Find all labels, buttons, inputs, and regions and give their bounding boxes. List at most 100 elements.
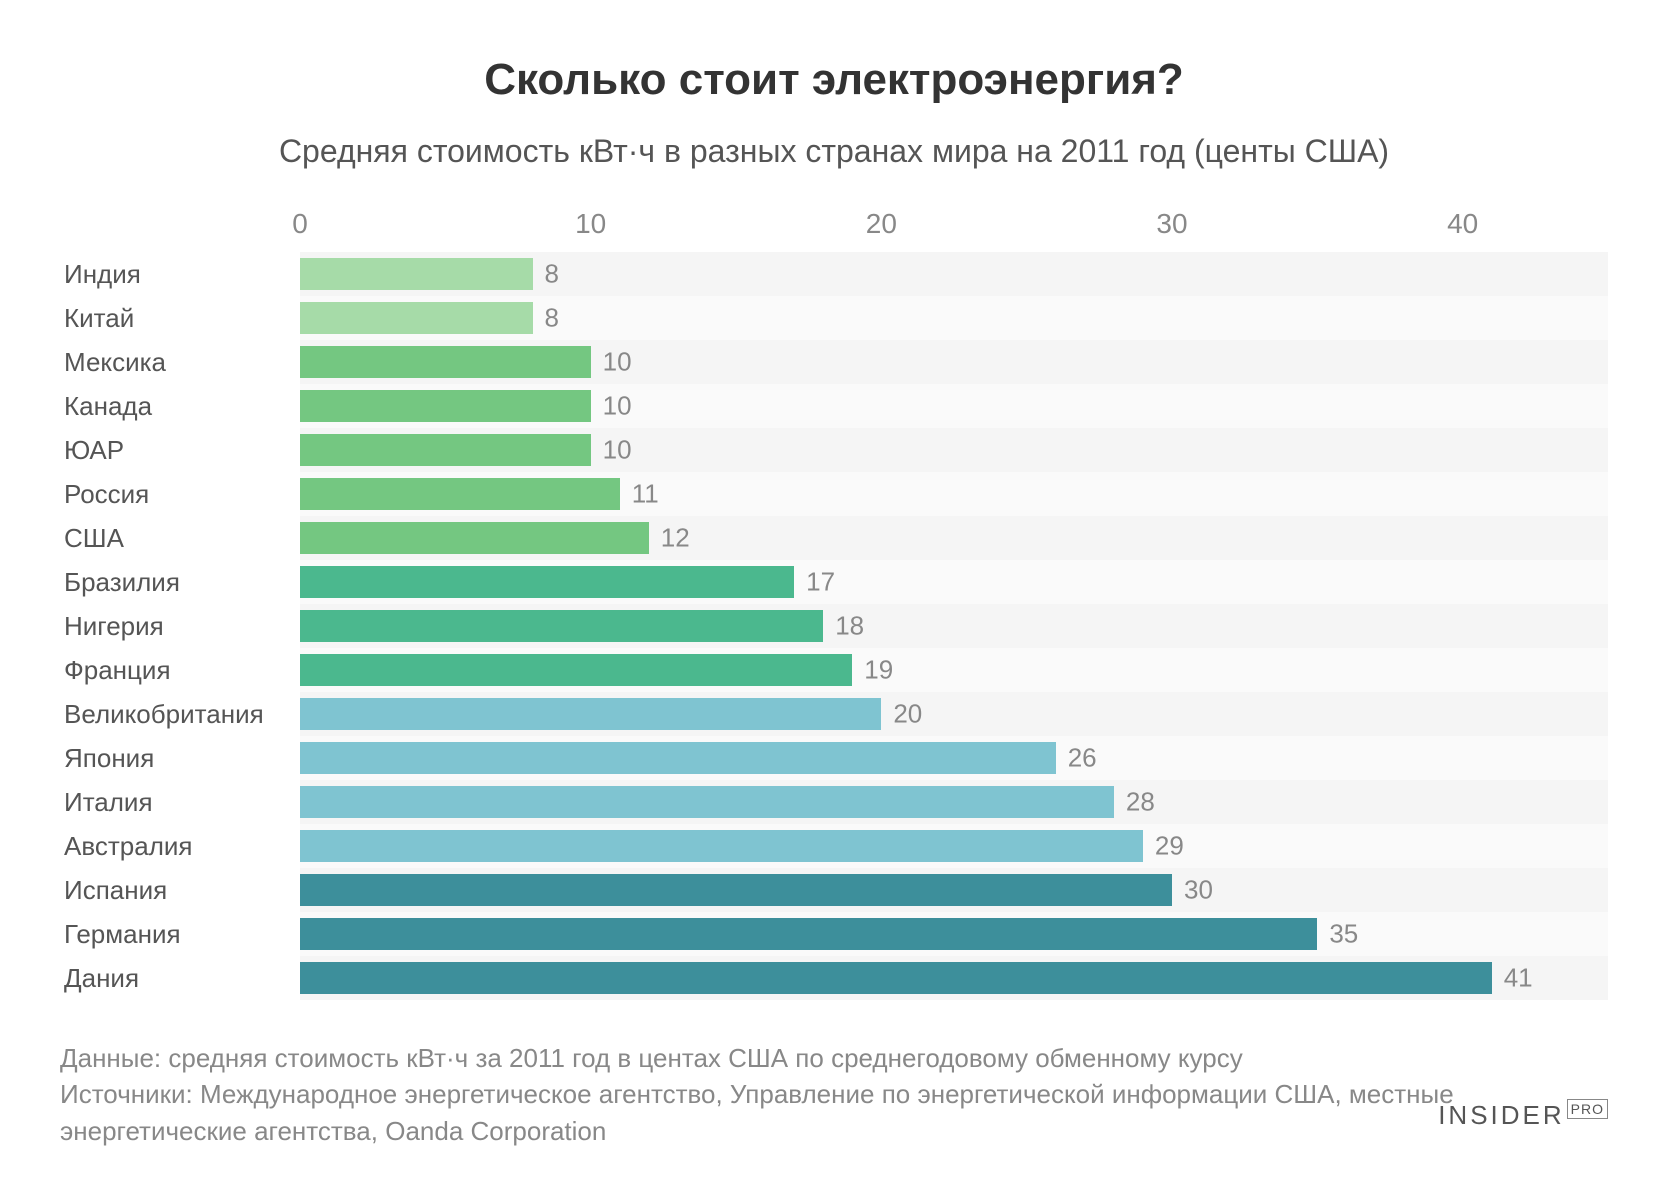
bar-value: 19	[864, 655, 893, 686]
x-axis-tick: 20	[866, 208, 897, 240]
bar-value: 29	[1155, 831, 1184, 862]
logo-suffix: PRO	[1567, 1099, 1608, 1119]
bar-label: ЮАР	[60, 435, 300, 466]
bar-label: Россия	[60, 479, 300, 510]
bar-fill: 28	[300, 786, 1114, 818]
bar-fill: 30	[300, 874, 1172, 906]
bar-row: Нигерия18	[60, 604, 1608, 648]
bar-track: 10	[300, 384, 1608, 428]
bar-value: 20	[893, 699, 922, 730]
bar-track: 8	[300, 252, 1608, 296]
x-axis-tick: 40	[1447, 208, 1478, 240]
bar-row: Италия28	[60, 780, 1608, 824]
bar-value: 35	[1329, 919, 1358, 950]
bar-row: Бразилия17	[60, 560, 1608, 604]
bar-value: 11	[632, 479, 659, 510]
bar-track: 10	[300, 428, 1608, 472]
bar-fill: 10	[300, 434, 591, 466]
bar-value: 10	[603, 435, 632, 466]
footer-sources-note: Источники: Международное энергетическое …	[60, 1076, 1608, 1149]
bar-row: Япония26	[60, 736, 1608, 780]
bar-label: Великобритания	[60, 699, 300, 730]
bar-row: Франция19	[60, 648, 1608, 692]
bar-fill: 19	[300, 654, 852, 686]
bar-label: Франция	[60, 655, 300, 686]
bar-fill: 18	[300, 610, 823, 642]
bar-track: 12	[300, 516, 1608, 560]
bar-row: Великобритания20	[60, 692, 1608, 736]
bar-fill: 10	[300, 390, 591, 422]
bar-value: 28	[1126, 787, 1155, 818]
bar-track: 35	[300, 912, 1608, 956]
bar-label: Китай	[60, 303, 300, 334]
bar-fill: 35	[300, 918, 1317, 950]
bar-label: Канада	[60, 391, 300, 422]
x-axis-tick: 30	[1156, 208, 1187, 240]
bar-row: Россия11	[60, 472, 1608, 516]
bar-value: 10	[603, 391, 632, 422]
bar-label: Италия	[60, 787, 300, 818]
bar-track: 20	[300, 692, 1608, 736]
bar-row: Индия8	[60, 252, 1608, 296]
bar-row: ЮАР10	[60, 428, 1608, 472]
bar-track: 8	[300, 296, 1608, 340]
bar-fill: 26	[300, 742, 1056, 774]
bar-value: 10	[603, 347, 632, 378]
bar-track: 10	[300, 340, 1608, 384]
bar-label: Япония	[60, 743, 300, 774]
bar-track: 30	[300, 868, 1608, 912]
bar-value: 8	[545, 303, 559, 334]
bar-row: Германия35	[60, 912, 1608, 956]
bar-track: 19	[300, 648, 1608, 692]
bar-value: 17	[806, 567, 835, 598]
bar-track: 41	[300, 956, 1608, 1000]
logo: INSIDERPRO	[1438, 1100, 1608, 1131]
bar-label: Бразилия	[60, 567, 300, 598]
footer-data-note: Данные: средняя стоимость кВт·ч за 2011 …	[60, 1040, 1608, 1076]
bar-label: Мексика	[60, 347, 300, 378]
chart-title: Сколько стоит электроэнергия?	[60, 55, 1608, 105]
bar-label: Австралия	[60, 831, 300, 862]
x-axis: 0 10 20 30 40	[60, 208, 1608, 244]
chart-body: Индия8Китай8Мексика10Канада10ЮАР10Россия…	[60, 252, 1608, 1000]
bar-value: 8	[545, 259, 559, 290]
bar-track: 29	[300, 824, 1608, 868]
bar-label: Дания	[60, 963, 300, 994]
bar-row: Дания41	[60, 956, 1608, 1000]
bar-value: 12	[661, 523, 690, 554]
bar-label: Германия	[60, 919, 300, 950]
bar-row: Австралия29	[60, 824, 1608, 868]
bar-track: 28	[300, 780, 1608, 824]
bar-fill: 8	[300, 302, 533, 334]
bar-row: Канада10	[60, 384, 1608, 428]
bar-fill: 20	[300, 698, 881, 730]
bar-value: 41	[1504, 963, 1533, 994]
bar-fill: 41	[300, 962, 1492, 994]
footer-notes: Данные: средняя стоимость кВт·ч за 2011 …	[60, 1040, 1608, 1149]
bar-row: Испания30	[60, 868, 1608, 912]
bar-value: 26	[1068, 743, 1097, 774]
bar-fill: 17	[300, 566, 794, 598]
bar-fill: 8	[300, 258, 533, 290]
bar-value: 30	[1184, 875, 1213, 906]
bar-fill: 12	[300, 522, 649, 554]
chart-container: 010203040 Индия8Китай8Мексика10Канада10Ю…	[60, 208, 1608, 1000]
bar-row: Мексика10	[60, 340, 1608, 384]
logo-main: INSIDER	[1438, 1100, 1564, 1130]
bar-track: 18	[300, 604, 1608, 648]
chart-subtitle: Средняя стоимость кВт·ч в разных странах…	[60, 133, 1608, 170]
x-axis-tick: 10	[575, 208, 606, 240]
bar-fill: 10	[300, 346, 591, 378]
bar-row: США12	[60, 516, 1608, 560]
bar-label: Нигерия	[60, 611, 300, 642]
bar-track: 11	[300, 472, 1608, 516]
bar-fill: 29	[300, 830, 1143, 862]
bar-track: 26	[300, 736, 1608, 780]
bar-row: Китай8	[60, 296, 1608, 340]
x-axis-tick: 0	[292, 208, 308, 240]
bar-label: США	[60, 523, 300, 554]
bar-value: 18	[835, 611, 864, 642]
bar-label: Индия	[60, 259, 300, 290]
bar-label: Испания	[60, 875, 300, 906]
bar-fill: 11	[300, 478, 620, 510]
